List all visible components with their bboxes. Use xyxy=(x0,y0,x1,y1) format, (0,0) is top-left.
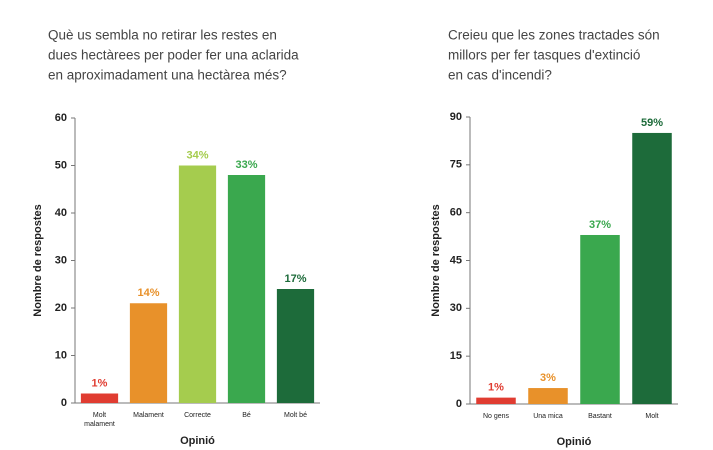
y-axis-title: Nombre de respostes xyxy=(430,204,442,316)
y-tick-label: 0 xyxy=(61,397,67,409)
x-tick-label: No gens xyxy=(483,413,510,420)
chart-title: Creieu que les zones tractades són xyxy=(448,28,660,43)
y-tick-label: 15 xyxy=(450,350,462,362)
bar xyxy=(276,289,315,403)
chart-title: Què us sembla no retirar les restes en xyxy=(48,28,277,43)
bar xyxy=(476,397,516,404)
y-tick-label: 60 xyxy=(450,207,462,219)
y-tick-label: 60 xyxy=(55,112,67,124)
chart: Creieu que les zones tractades són millor… xyxy=(430,28,678,448)
y-tick-label: 45 xyxy=(450,254,462,266)
value-label: 1% xyxy=(92,377,108,389)
value-label: 1% xyxy=(488,382,504,394)
x-tick-label: Bastant xyxy=(588,413,612,420)
value-label: 14% xyxy=(137,287,159,299)
x-tick-label: Bé xyxy=(242,412,251,419)
chart-title: en cas d'incendi? xyxy=(448,68,552,83)
y-tick-label: 50 xyxy=(55,159,67,171)
y-tick-label: 40 xyxy=(55,207,67,219)
value-label: 33% xyxy=(235,159,257,171)
bar xyxy=(632,132,672,404)
value-label: 17% xyxy=(284,273,306,285)
chart-title: millors per fer tasques d'extinció xyxy=(448,48,640,63)
x-tick-label: Molt xyxy=(645,413,658,420)
bar xyxy=(227,175,266,403)
x-tick-label: Molt malament xyxy=(84,412,115,428)
value-label: 37% xyxy=(589,219,611,231)
y-tick-label: 20 xyxy=(55,302,67,314)
value-label: 59% xyxy=(641,117,663,129)
x-tick-label: Molt bé xyxy=(284,412,307,419)
value-label: 34% xyxy=(186,149,208,161)
chart: Què us sembla no retirar les restes en du… xyxy=(32,28,320,447)
bar xyxy=(528,388,568,404)
x-tick-label: Una mica xyxy=(533,413,563,420)
x-tick-label: Malament xyxy=(133,412,164,419)
value-label: 3% xyxy=(540,372,556,384)
chart-title: dues hectàrees per poder fer una aclarid… xyxy=(48,48,299,63)
x-axis-title: Opinió xyxy=(557,436,592,448)
y-tick-label: 90 xyxy=(450,111,462,123)
chart-title: en aproximadament una hectàrea més? xyxy=(48,68,287,83)
y-tick-label: 30 xyxy=(55,254,67,266)
x-tick-label: Correcte xyxy=(184,412,211,419)
y-tick-label: 75 xyxy=(450,159,462,171)
bar xyxy=(80,393,119,403)
x-axis-title: Opinió xyxy=(180,435,215,447)
bar xyxy=(178,165,217,403)
y-tick-label: 0 xyxy=(456,398,462,410)
y-axis-title: Nombre de respostes xyxy=(32,204,44,316)
y-tick-label: 10 xyxy=(55,349,67,361)
bar xyxy=(580,234,620,404)
bar xyxy=(129,303,168,403)
y-tick-label: 30 xyxy=(450,302,462,314)
